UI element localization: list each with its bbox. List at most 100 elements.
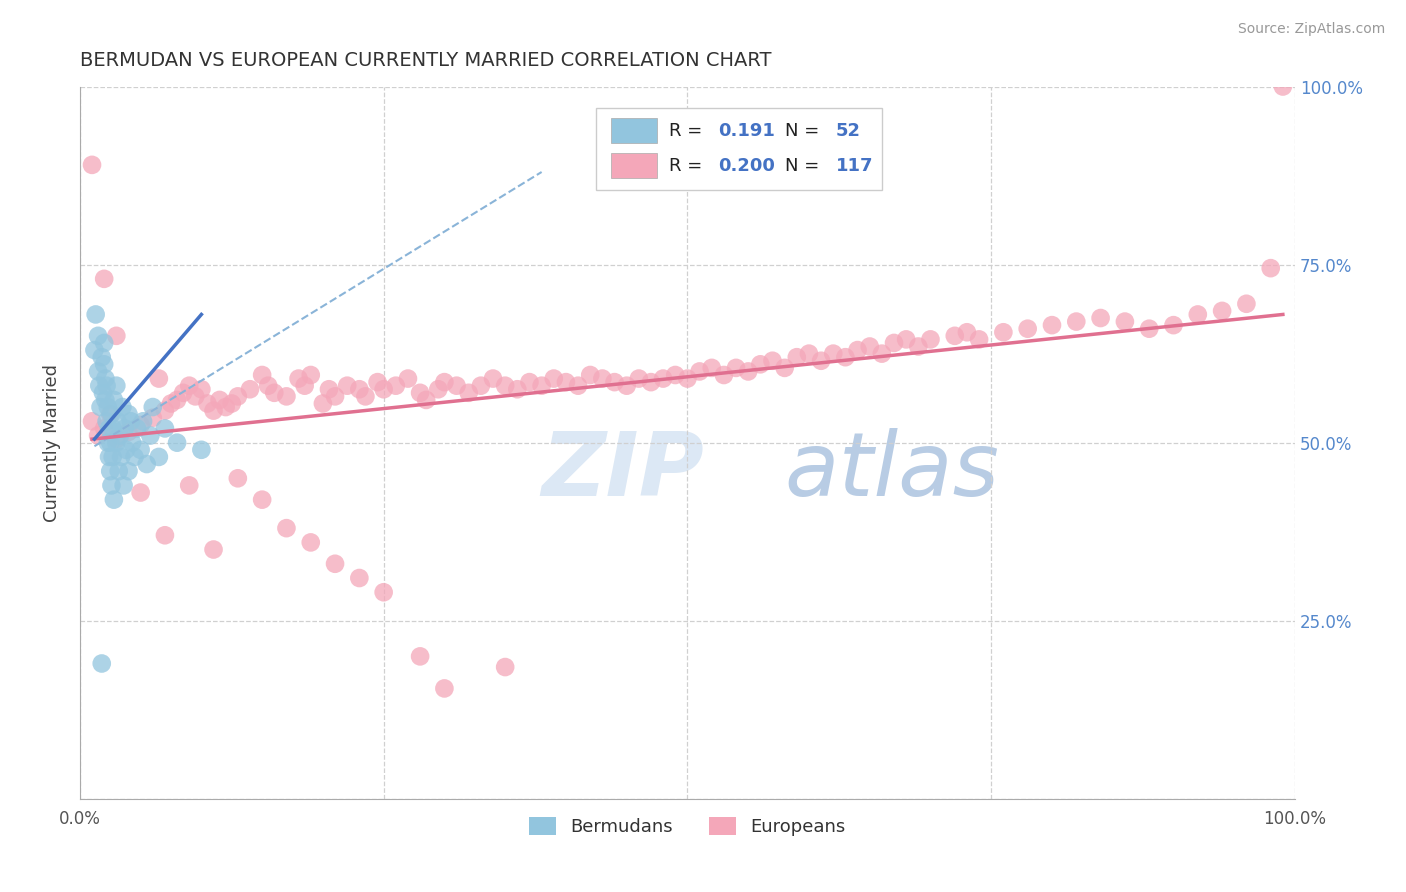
Point <box>652 371 675 385</box>
Bar <box>610 153 657 178</box>
Point <box>349 382 371 396</box>
Point <box>336 378 359 392</box>
Point <box>616 378 638 392</box>
Y-axis label: Currently Married: Currently Married <box>44 364 60 522</box>
Point <box>299 535 322 549</box>
Point <box>700 360 723 375</box>
Text: R =: R = <box>669 121 709 140</box>
Point <box>349 571 371 585</box>
Text: N =: N = <box>785 157 825 176</box>
Point <box>179 378 201 392</box>
Point <box>90 657 112 671</box>
Text: 0.191: 0.191 <box>718 121 775 140</box>
Point <box>215 400 238 414</box>
Point <box>129 485 152 500</box>
Point <box>725 360 748 375</box>
Point <box>1137 322 1160 336</box>
Point <box>96 414 118 428</box>
Point <box>87 428 110 442</box>
Point <box>896 332 918 346</box>
Point <box>640 375 662 389</box>
Text: 0.200: 0.200 <box>718 157 775 176</box>
Point <box>385 378 408 392</box>
Point <box>90 350 112 364</box>
Point <box>323 389 346 403</box>
Bar <box>610 118 657 144</box>
Point <box>105 435 128 450</box>
Point <box>749 357 772 371</box>
Point <box>312 396 335 410</box>
Point <box>1234 297 1257 311</box>
Point <box>153 403 176 417</box>
Point <box>354 389 377 403</box>
Point <box>810 353 832 368</box>
Point <box>80 158 103 172</box>
Point <box>93 357 115 371</box>
Point <box>773 360 796 375</box>
Point <box>433 681 456 696</box>
Point <box>1064 315 1087 329</box>
FancyBboxPatch shape <box>596 108 882 190</box>
Point <box>98 407 121 421</box>
Point <box>373 585 395 599</box>
Point <box>276 389 298 403</box>
Point <box>627 371 650 385</box>
Text: R =: R = <box>669 157 709 176</box>
Point <box>676 371 699 385</box>
Point <box>530 378 553 392</box>
Legend: Bermudans, Europeans: Bermudans, Europeans <box>522 809 853 843</box>
Point <box>107 464 129 478</box>
Point <box>543 371 565 385</box>
Point <box>89 378 111 392</box>
Point <box>114 421 136 435</box>
Point <box>80 414 103 428</box>
Point <box>166 435 188 450</box>
Point <box>482 371 505 385</box>
Point <box>105 378 128 392</box>
Point <box>117 425 139 439</box>
Point <box>920 332 942 346</box>
Point <box>142 410 165 425</box>
Point <box>129 442 152 457</box>
Point <box>263 385 285 400</box>
Point <box>664 368 686 382</box>
Point <box>433 375 456 389</box>
Point <box>457 385 479 400</box>
Point <box>409 385 432 400</box>
Point <box>1187 308 1209 322</box>
Point <box>103 492 125 507</box>
Point <box>287 371 309 385</box>
Point <box>101 421 124 435</box>
Point <box>1040 318 1063 333</box>
Point <box>111 400 134 414</box>
Point <box>993 325 1015 339</box>
Text: N =: N = <box>785 121 825 140</box>
Point <box>506 382 529 396</box>
Point <box>117 464 139 478</box>
Point <box>97 400 120 414</box>
Point <box>124 450 146 464</box>
Point <box>89 400 111 414</box>
Point <box>415 392 437 407</box>
Point <box>761 353 783 368</box>
Text: BERMUDAN VS EUROPEAN CURRENTLY MARRIED CORRELATION CHART: BERMUDAN VS EUROPEAN CURRENTLY MARRIED C… <box>80 51 772 70</box>
Point <box>190 382 212 396</box>
Point <box>139 428 162 442</box>
Point <box>883 335 905 350</box>
Point <box>120 414 142 428</box>
Text: atlas: atlas <box>785 428 1000 514</box>
Point <box>160 396 183 410</box>
Text: 52: 52 <box>835 121 860 140</box>
Point <box>373 382 395 396</box>
Point <box>94 371 117 385</box>
Point <box>1271 79 1294 94</box>
Point <box>100 478 122 492</box>
Point <box>103 392 125 407</box>
Point <box>97 435 120 450</box>
Point <box>184 389 207 403</box>
Point <box>197 396 219 410</box>
Point <box>125 421 148 435</box>
Point <box>239 382 262 396</box>
Text: 117: 117 <box>835 157 873 176</box>
Point <box>142 400 165 414</box>
